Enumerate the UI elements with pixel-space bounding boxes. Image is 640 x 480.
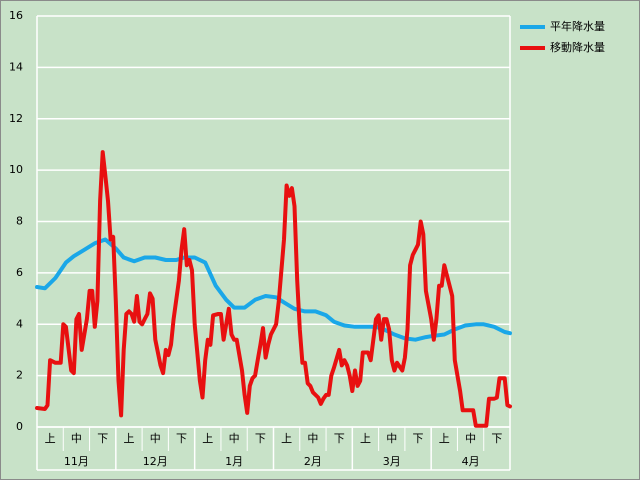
x-tick-label: 中 bbox=[465, 432, 476, 445]
y-tick-label: 14 bbox=[9, 60, 23, 73]
y-tick-label: 0 bbox=[16, 420, 23, 433]
x-group-label: 12月 bbox=[143, 455, 168, 468]
x-group-label: 1月 bbox=[225, 455, 243, 468]
legend-label: 平年降水量 bbox=[550, 19, 605, 33]
x-tick-label: 中 bbox=[229, 432, 240, 445]
y-tick-label: 4 bbox=[16, 317, 23, 330]
x-tick-label: 中 bbox=[150, 432, 161, 445]
x-tick-label: 上 bbox=[360, 432, 371, 445]
x-tick-label: 下 bbox=[334, 432, 345, 445]
x-tick-label: 中 bbox=[71, 432, 82, 445]
y-tick-label: 2 bbox=[16, 369, 23, 382]
x-tick-label: 下 bbox=[176, 432, 187, 445]
x-tick-label: 上 bbox=[439, 432, 450, 445]
x-tick-label: 中 bbox=[386, 432, 397, 445]
y-tick-label: 12 bbox=[9, 112, 23, 125]
legend-label: 移動降水量 bbox=[550, 40, 605, 54]
x-group-label: 4月 bbox=[462, 455, 480, 468]
x-group-label: 11月 bbox=[64, 455, 89, 468]
x-tick-label: 上 bbox=[281, 432, 292, 445]
y-tick-label: 10 bbox=[9, 163, 23, 176]
y-tick-label: 6 bbox=[16, 266, 23, 279]
x-tick-label: 上 bbox=[202, 432, 213, 445]
x-tick-label: 上 bbox=[123, 432, 134, 445]
x-tick-label: 下 bbox=[491, 432, 502, 445]
y-tick-label: 8 bbox=[16, 215, 23, 228]
x-tick-label: 下 bbox=[255, 432, 266, 445]
x-tick-label: 下 bbox=[413, 432, 424, 445]
x-group-label: 2月 bbox=[304, 455, 322, 468]
y-tick-label: 16 bbox=[9, 9, 23, 22]
x-tick-label: 上 bbox=[45, 432, 56, 445]
x-tick-label: 中 bbox=[307, 432, 318, 445]
series-line bbox=[35, 150, 512, 428]
x-tick-label: 下 bbox=[97, 432, 108, 445]
x-group-label: 3月 bbox=[383, 455, 401, 468]
